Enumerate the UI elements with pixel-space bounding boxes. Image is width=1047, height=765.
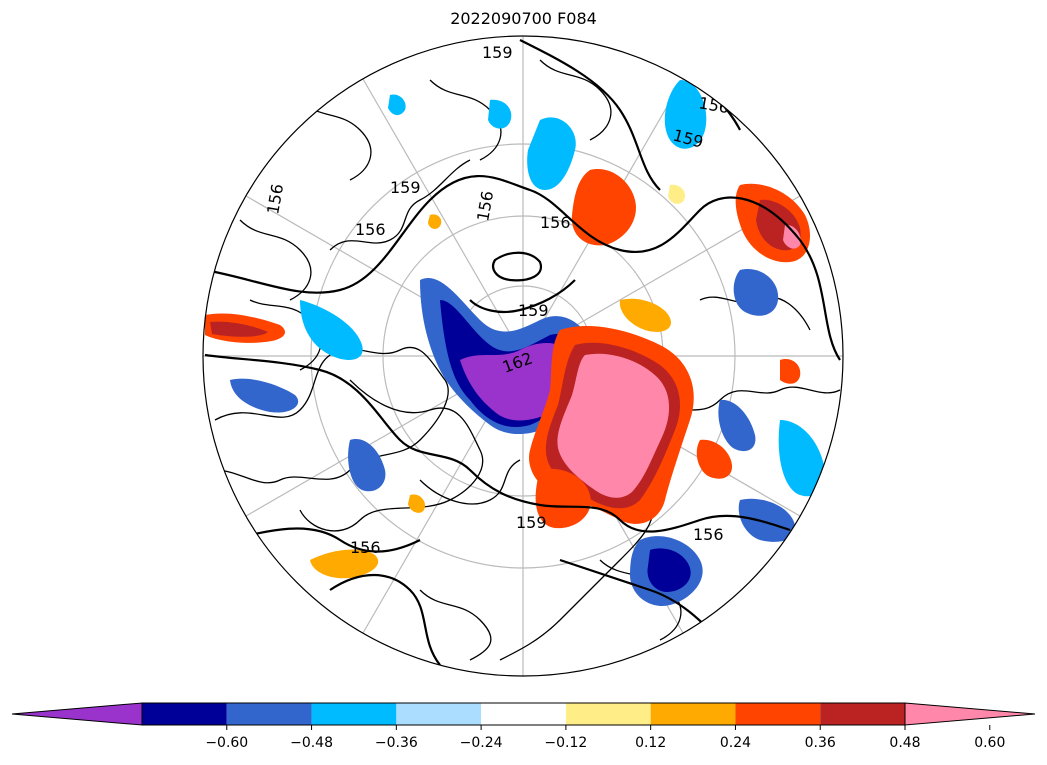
colorbar-tick-label: 0.12: [635, 735, 666, 751]
colorbar-tick-label: 0.24: [720, 735, 751, 751]
contour-label: 159: [482, 43, 513, 62]
colorbar-tick-label: −0.36: [375, 735, 418, 751]
contour-label: 156: [355, 220, 386, 239]
colorbar-bin: [226, 703, 312, 725]
colorbar-bin: [735, 703, 821, 725]
colorbar-tick-label: −0.48: [290, 735, 333, 751]
colorbar-tick-label: −0.12: [544, 735, 587, 751]
contour-label: 156: [263, 182, 287, 215]
contour-label: 156: [350, 538, 381, 557]
colorbar-bin: [650, 703, 736, 725]
colorbar-tick-label: −0.60: [205, 735, 248, 751]
colorbar-tick-label: −0.24: [460, 735, 503, 751]
colorbar-tick-label: 0.60: [974, 735, 1005, 751]
coastlines: [214, 59, 841, 661]
map-boundary: [202, 35, 844, 677]
colorbar-tick-label: 0.48: [889, 735, 920, 751]
map-title: 2022090700 F084: [450, 9, 597, 28]
colorbar-bin: [565, 703, 651, 725]
contour-label: 156: [540, 213, 571, 232]
colorbar-bin: [142, 703, 227, 725]
colorbar-bin: [311, 703, 397, 725]
colorbar-extend-low: [11, 702, 143, 726]
colorbar-tick-label: 0.36: [805, 735, 836, 751]
contour-label: 159: [516, 513, 547, 532]
contour-label: 159: [390, 178, 421, 197]
colorbar-bin: [820, 703, 905, 725]
colorbar: −0.60 −0.48 −0.36 −0.24 −0.12 0.12 0.24 0.36 0.4…: [11, 702, 1036, 751]
contour-label: 156: [473, 189, 497, 222]
colorbar-extend-high: [904, 702, 1036, 726]
shaded-field-positive: [205, 169, 810, 579]
contour-label: 156: [693, 525, 724, 544]
colorbar-bin: [481, 703, 566, 725]
colorbar-bin: [396, 703, 482, 725]
colorbar-frame: [141, 702, 906, 726]
contour-label: 159: [518, 301, 549, 320]
